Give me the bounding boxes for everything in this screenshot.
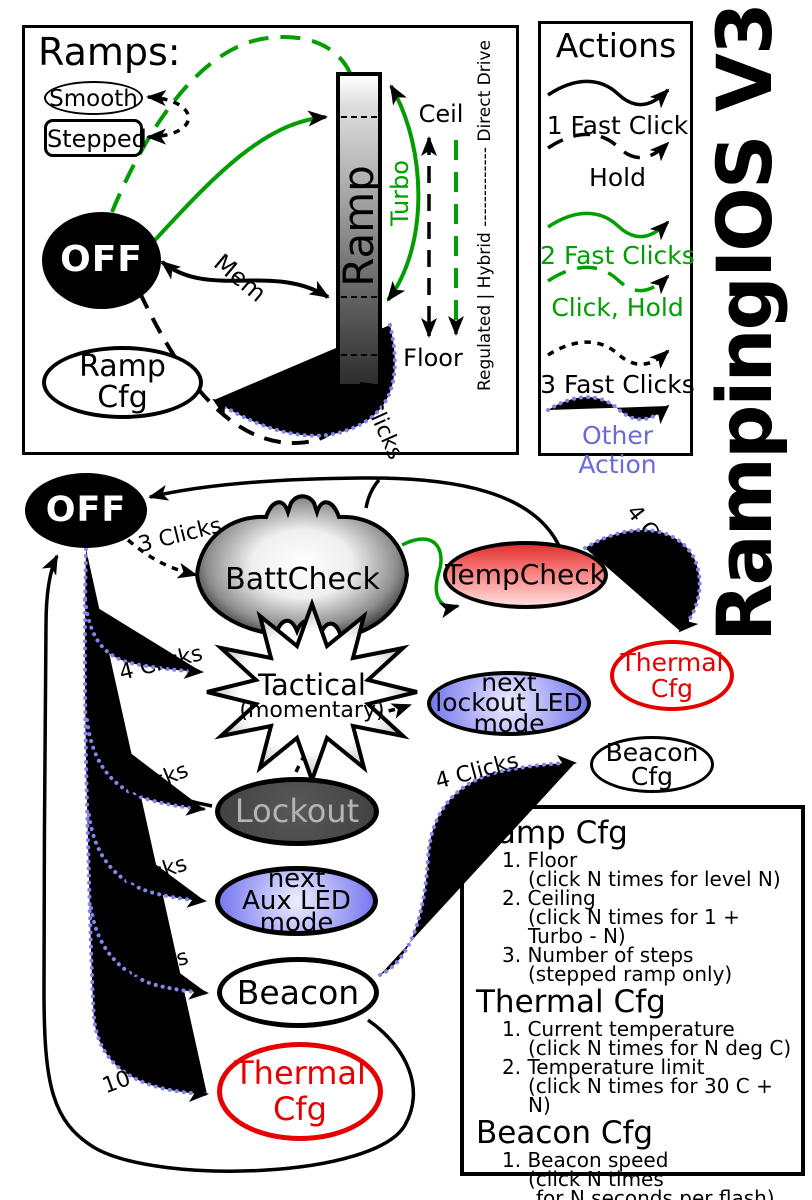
edge-off-8clicks-beacon	[89, 906, 209, 1000]
aux-led-line1: next	[267, 863, 326, 894]
battcheck-label: BattCheck	[225, 562, 380, 597]
edge-tempcheck-1click-off	[148, 476, 562, 549]
edge-tempcheck-4clicks-thermalcfg	[583, 528, 702, 633]
config-line: 2. Ceiling	[502, 886, 596, 910]
edge-off-7clicks-auxled	[87, 813, 207, 908]
legend-arrow-hold	[547, 132, 670, 162]
edge-off-6clicks-lockout	[85, 718, 206, 816]
tactical-line1: Tactical	[258, 668, 366, 702]
legend-arrow-clickhold	[547, 265, 670, 295]
aux-led-line3: mode	[259, 908, 334, 939]
lockout-led-line2: lockout LED	[435, 688, 583, 718]
edge-battcheck-join	[364, 478, 381, 509]
edge-turbo-arc	[386, 84, 421, 302]
page-title: RampingIOS V3	[700, 4, 789, 642]
edge-off-4clicks-tactical	[83, 598, 204, 679]
edge-off-2clicks-ceiling	[153, 110, 328, 242]
config-line: (click N times for 1 + Turbo - N)	[528, 905, 740, 948]
ramp-cfg-line2: Cfg	[97, 379, 148, 415]
config-line: (click N times	[528, 1167, 664, 1191]
beacon-cfg-line2: Cfg	[630, 761, 674, 791]
config-line: 1. Current temperature	[502, 1017, 735, 1041]
lockout-led-line1: next	[481, 667, 537, 697]
legend-label-3fastclicks: 3 Fast Clicks	[540, 370, 695, 399]
edge-off-mem-ramp	[160, 260, 330, 299]
ramp-cfg-node: Ramp Cfg	[42, 346, 203, 419]
ramp-mem-line	[341, 296, 377, 298]
lockout-led-line3: mode	[473, 708, 545, 738]
config-line: 1. Beacon speed	[502, 1148, 669, 1172]
config-box: Ramp Cfg 1. Floor (click N times for lev…	[460, 805, 805, 1200]
legend-label-1fastclick: 1 Fast Click	[546, 111, 689, 140]
beacon-node: Beacon	[217, 957, 379, 1028]
aux-led-node: next Aux LED mode	[215, 866, 378, 936]
edge-lockout-3clicks-ledmode	[294, 703, 412, 773]
beacon-cfg-node: Beacon Cfg	[590, 736, 714, 793]
stepped-node: Stepped	[44, 119, 147, 157]
config-ramp-heading: Ramp Cfg	[476, 815, 628, 851]
actions-box	[538, 21, 693, 456]
tactical-line2: (momentary)	[239, 698, 385, 723]
config-line: 1. Floor	[502, 848, 578, 872]
config-line: (stepped ramp only)	[528, 962, 733, 986]
aux-led-line2: Aux LED	[242, 885, 351, 916]
legend-label-hold: Hold	[589, 163, 646, 192]
tempcheck-node: TempCheck	[443, 541, 608, 609]
off-node-top: OFF	[42, 212, 161, 309]
thermal-lower-line1: Thermal	[234, 1054, 366, 1093]
tactical-label: Tactical (momentary)	[222, 670, 402, 722]
config-line: 3. Number of steps	[502, 943, 694, 967]
thermal-cfg-lower-node: Thermal Cfg	[217, 1042, 383, 1141]
ramp-cfg-line1: Ramp	[79, 348, 166, 384]
edge-lockout-return-off	[104, 753, 213, 808]
legend-label-clickhold: Click, Hold	[551, 293, 684, 322]
thermal-cfg-upper-node: Thermal Cfg	[610, 640, 734, 711]
ramp-bar	[336, 72, 382, 388]
floor-label: Floor	[403, 344, 463, 372]
config-beacon-heading: Beacon Cfg	[476, 1115, 654, 1151]
edge-smooth-stepped-toggle	[146, 90, 191, 145]
config-line: 2. Temperature limit	[502, 1055, 705, 1079]
turbo-label: Turbo	[386, 160, 414, 227]
legend-label-2fastclicks: 2 Fast Clicks	[540, 241, 695, 270]
drive-axis-label: Regulated | Hybrid ------------- Direct …	[475, 40, 495, 391]
battcheck-bat-shape	[194, 494, 410, 640]
config-line: (click N times for 30 C + N)	[528, 1074, 773, 1117]
config-line: for N seconds per flash)	[536, 1186, 775, 1200]
legend-label-otheraction: Other Action	[578, 421, 657, 479]
edge-off-3clicks-battcheck	[126, 538, 198, 579]
actions-heading: Actions	[555, 26, 677, 65]
ramp-bar-label: Ramp	[334, 165, 383, 287]
ramps-box	[22, 25, 519, 455]
beacon-cfg-line1: Beacon	[605, 737, 699, 767]
smooth-node: Smooth	[44, 81, 143, 115]
off-node-main: OFF	[25, 473, 147, 548]
ramp-ceiling-line	[341, 116, 377, 118]
legend-arrow-1fastclick	[547, 79, 670, 109]
config-line: (click N times for level N)	[528, 867, 781, 891]
edge-battcheck-2clicks-tempcheck	[401, 537, 460, 619]
edge-beacon-4clicks-beaconcfg	[378, 755, 577, 977]
ceil-label: Ceil	[418, 100, 464, 128]
config-line: (click N times for N deg C)	[528, 1036, 792, 1060]
thermal-upper-line2: Cfg	[650, 673, 694, 703]
lockout-led-node: next lockout LED mode	[427, 667, 591, 738]
thermal-upper-line1: Thermal	[620, 648, 724, 677]
ramp-floor-line	[341, 354, 377, 356]
lockout-node: Lockout	[215, 777, 379, 846]
thermal-lower-line2: Cfg	[273, 1089, 327, 1128]
legend-arrow-otheraction	[546, 395, 670, 425]
edge-beacon-loop-off	[41, 554, 416, 1173]
ramps-heading: Ramps:	[38, 30, 181, 74]
legend-arrow-2fastclicks	[547, 211, 670, 241]
config-thermal-heading: Thermal Cfg	[476, 984, 666, 1020]
